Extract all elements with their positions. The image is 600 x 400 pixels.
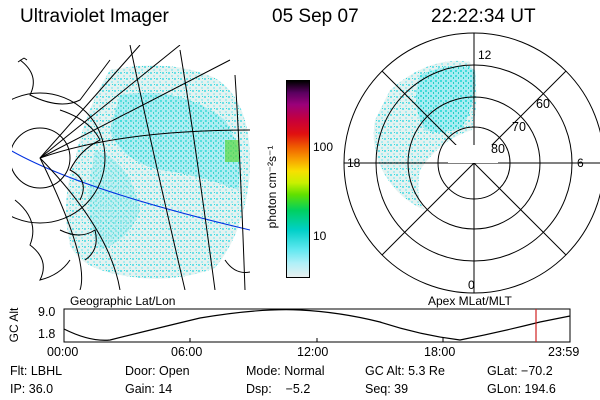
geo-panel-label: Geographic Lat/Lon xyxy=(70,294,176,308)
mlat-label-80: 80 xyxy=(491,142,505,156)
info-gain: Gain: 14 xyxy=(125,382,173,396)
colorbar-axis-label: photon cm⁻²s⁻¹ xyxy=(265,145,279,229)
time-tick-1200: 12:00 xyxy=(297,345,329,359)
mlat-label-70: 70 xyxy=(512,120,526,134)
altitude-ytick-low: 1.8 xyxy=(38,327,56,341)
info-gc-alt: GC Alt: 5.3 Re xyxy=(365,364,445,378)
info-dsp: Dsp: −5.2 xyxy=(246,382,311,396)
date-label: 05 Sep 07 xyxy=(272,6,359,27)
polar-grid xyxy=(343,32,600,294)
colorbar xyxy=(286,80,310,278)
polar-aurora-image xyxy=(373,60,477,210)
time-label: 22:22:34 UT xyxy=(431,6,536,27)
info-ip: IP: 36.0 xyxy=(10,382,54,396)
colorbar-tick-10: 10 xyxy=(313,229,327,243)
geo-grid-lines xyxy=(12,45,250,290)
time-tick-0600: 06:00 xyxy=(171,345,203,359)
mlt-label-12: 12 xyxy=(478,48,492,62)
info-seq: Seq: 39 xyxy=(365,382,409,396)
altitude-ytick-high: 9.0 xyxy=(38,305,56,319)
instrument-title: Ultraviolet Imager xyxy=(20,6,169,27)
time-tick-2359: 23:59 xyxy=(548,345,580,359)
info-glon: GLon: 194.6 xyxy=(487,382,556,396)
info-flt: Flt: LBHL xyxy=(10,364,63,378)
colorbar-tick-100: 100 xyxy=(313,140,334,154)
mlt-label-6: 6 xyxy=(577,156,584,170)
time-tick-1800: 18:00 xyxy=(424,345,456,359)
altitude-plot xyxy=(63,308,571,343)
info-mode: Mode: Normal xyxy=(246,364,325,378)
mlt-label-0: 0 xyxy=(468,278,475,292)
info-door: Door: Open xyxy=(125,364,190,378)
mlat-label-60: 60 xyxy=(536,97,550,111)
info-glat: GLat: −70.2 xyxy=(487,364,553,378)
altitude-axis-label: GC Alt xyxy=(7,307,21,343)
polar-panel-label: Apex MLat/MLT xyxy=(428,294,512,308)
time-tick-0000: 00:00 xyxy=(47,345,79,359)
mlt-label-18: 18 xyxy=(347,156,361,170)
